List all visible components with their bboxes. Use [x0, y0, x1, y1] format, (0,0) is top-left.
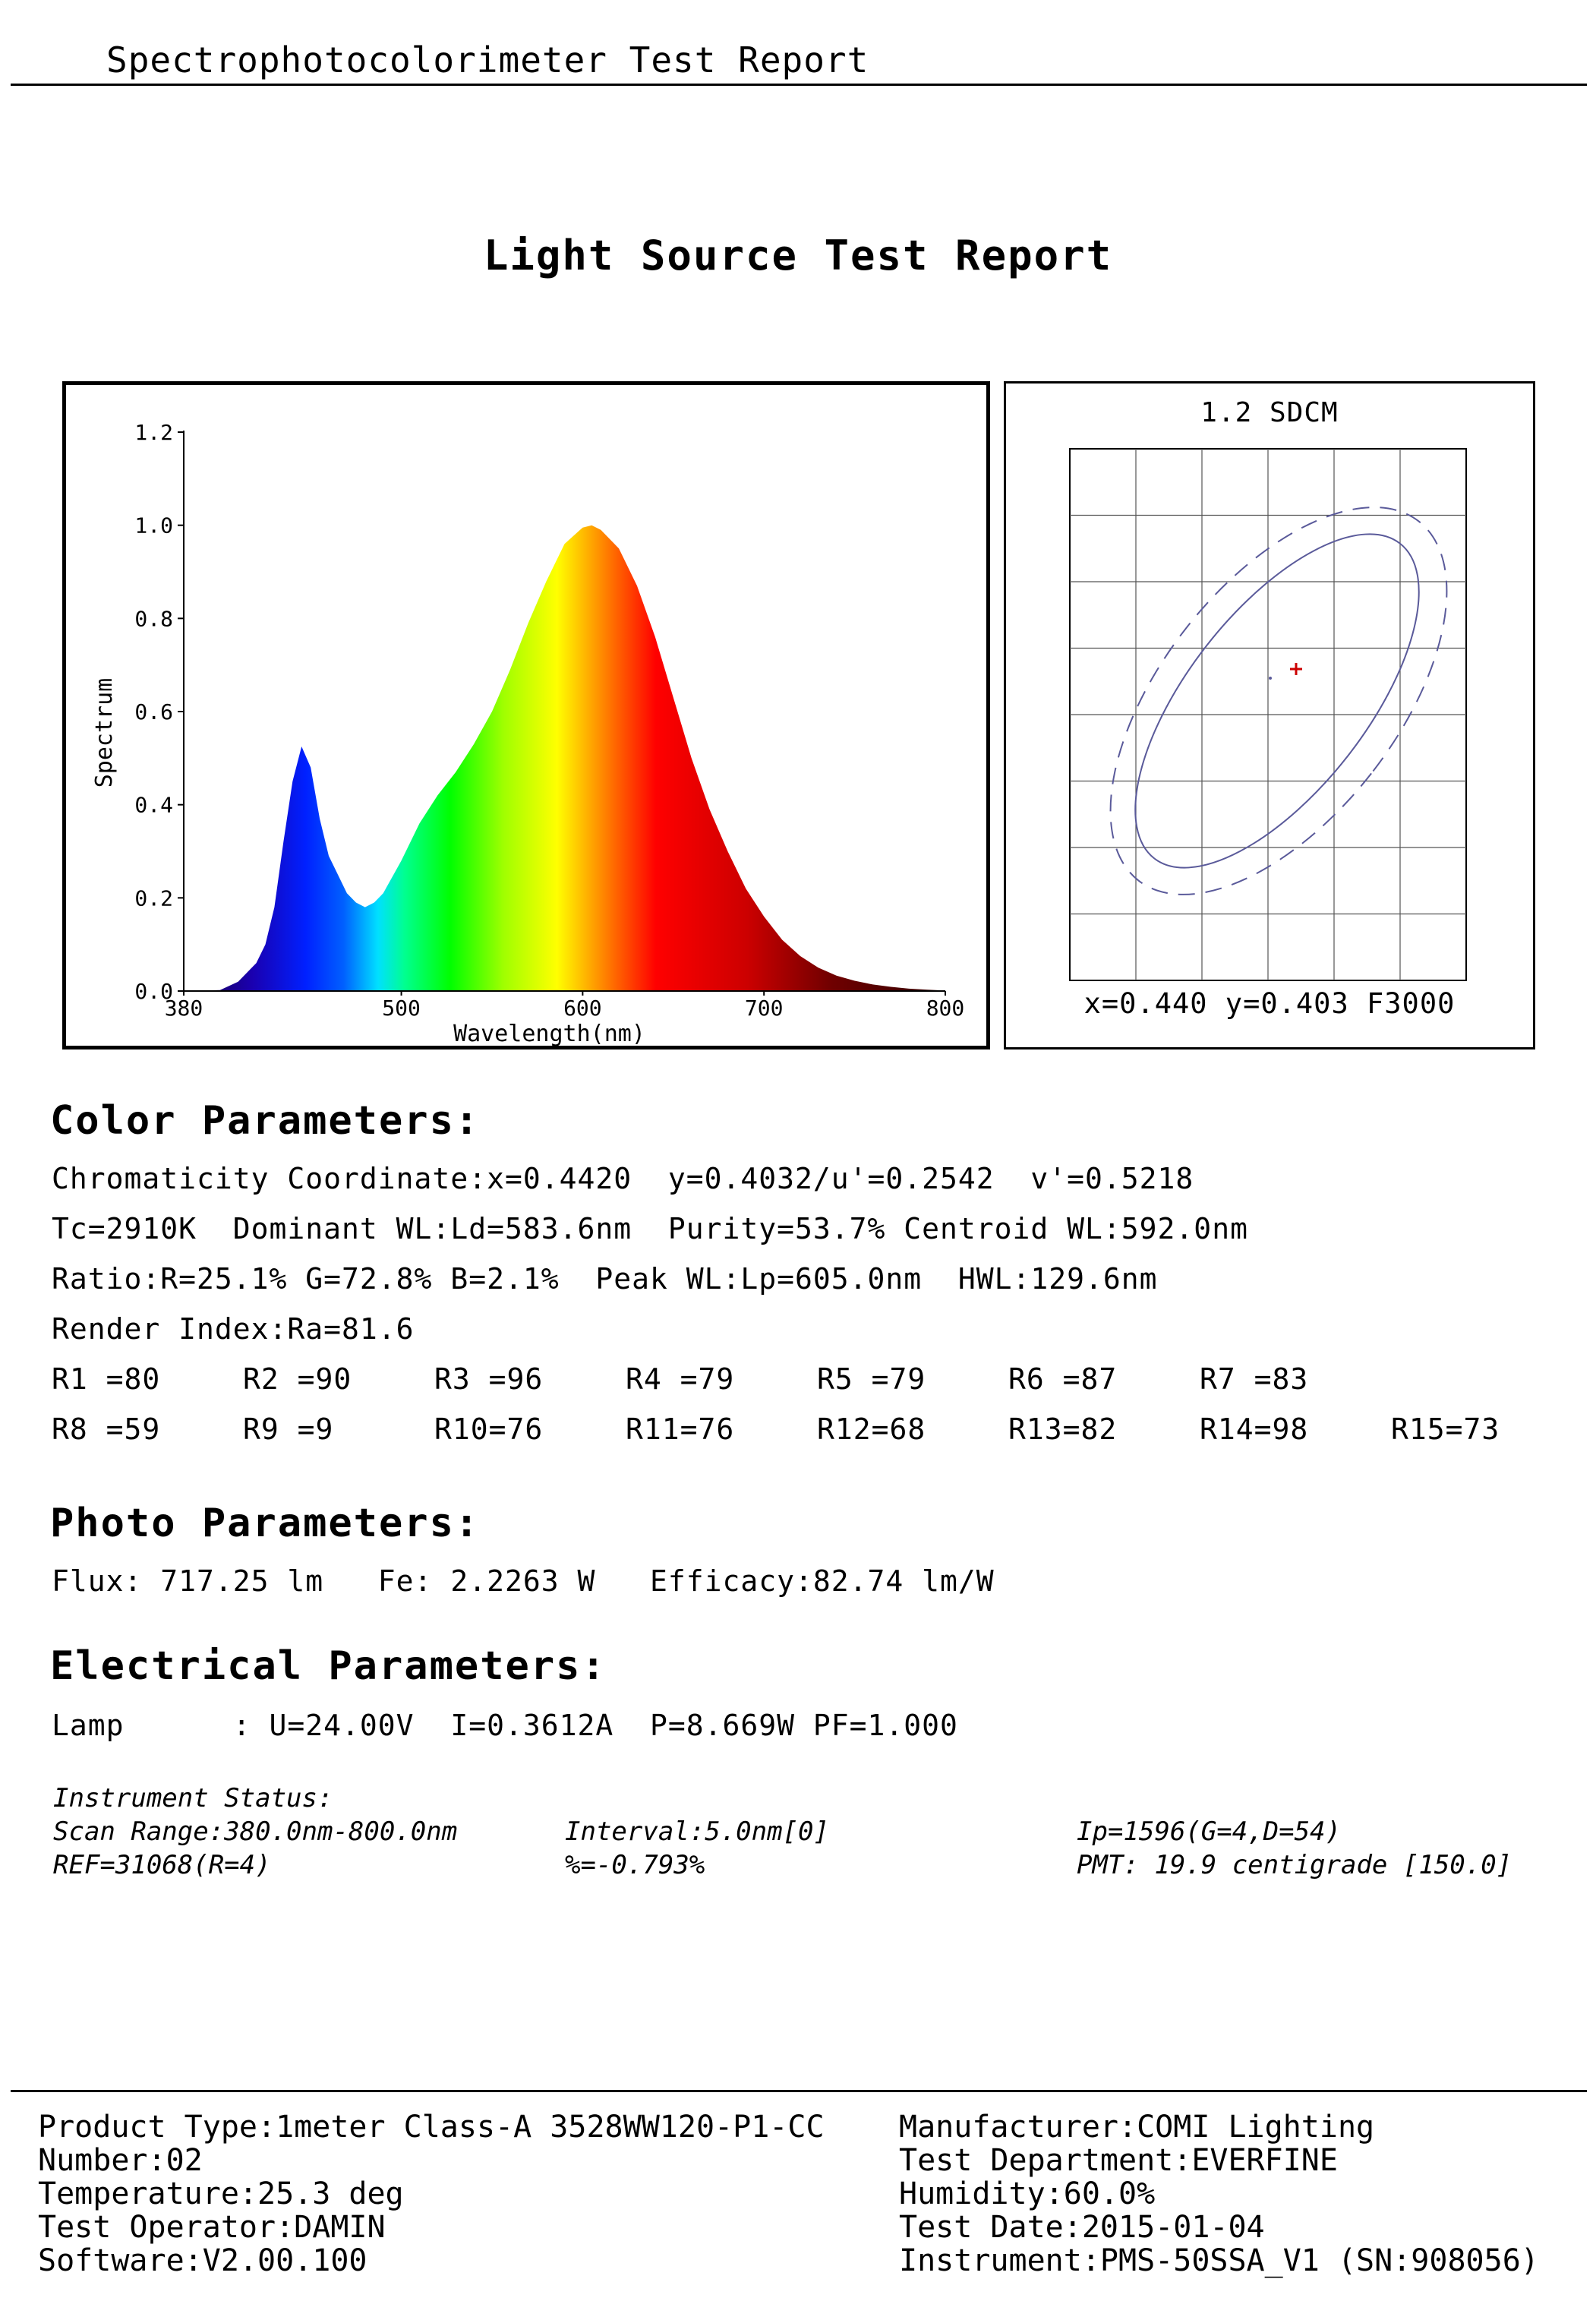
photo-parameters-title: Photo Parameters: — [50, 1501, 481, 1546]
x-tick-label: 700 — [745, 996, 784, 1021]
instrument-status-title: Instrument Status: — [53, 1783, 333, 1813]
y-tick-label: 0.6 — [134, 699, 173, 724]
color-parameters-title: Color Parameters: — [50, 1098, 481, 1144]
render-index-r11: R11=76 — [626, 1412, 735, 1446]
x-tick-label: 600 — [563, 996, 602, 1021]
instrument: Instrument:PMS-50SSA_V1 (SN:908056) — [899, 2243, 1539, 2278]
product-type: Product Type:1meter Class-A 3528WW120-P1… — [38, 2110, 825, 2145]
x-axis-label: Wavelength(nm) — [453, 1021, 645, 1046]
y-axis-label: Spectrum — [91, 678, 118, 788]
render-index-r6: R6 =87 — [1008, 1362, 1118, 1396]
scan-range: Scan Range:380.0nm-800.0nm — [53, 1816, 458, 1847]
chromaticity-line: Chromaticity Coordinate:x=0.4420 y=0.403… — [52, 1162, 1194, 1195]
manufacturer: Manufacturer:COMI Lighting — [899, 2110, 1375, 2145]
sdcm-title: 1.2 SDCM — [1200, 397, 1339, 428]
render-index-r5: R5 =79 — [817, 1362, 926, 1396]
sdcm-chart — [1069, 448, 1467, 981]
interval: Interval:5.0nm[0] — [565, 1816, 829, 1847]
ip-value: Ip=1596(G=4,D=54) — [1077, 1816, 1341, 1847]
footer-divider — [11, 2090, 1587, 2092]
render-index-r12: R12=68 — [817, 1412, 926, 1446]
y-tick-label: 1.2 — [134, 420, 173, 445]
y-tick-label: 0.8 — [134, 606, 173, 631]
y-tick-label: 1.0 — [134, 513, 173, 538]
render-index-r8: R8 =59 — [52, 1412, 161, 1446]
test-date: Test Date:2015-01-04 — [899, 2210, 1265, 2245]
spectrum-chart: 0.0 0.2 0.4 0.6 0.8 1.0 1.2 380 500 600 700 800 Wave… — [91, 420, 965, 1046]
render-index-r14: R14=98 — [1200, 1412, 1309, 1446]
test-department: Test Department:EVERFINE — [899, 2143, 1338, 2178]
x-tick-label: 500 — [382, 996, 421, 1021]
electrical-parameters-title: Electrical Parameters: — [50, 1643, 607, 1689]
sdcm-point-label: x=0.440 y=0.403 F3000 — [1083, 987, 1456, 1020]
sdcm-outer-ellipse — [1109, 507, 1448, 895]
x-tick-label: 380 — [165, 996, 203, 1021]
spectrum-chart-panel: 0.0 0.2 0.4 0.6 0.8 1.0 1.2 380 500 600 700 800 Wave… — [62, 381, 990, 1049]
electrical-parameters-line: Lamp : U=24.00V I=0.3612A P=8.669W PF=1.… — [52, 1709, 958, 1742]
ratio-line: Ratio:R=25.1% G=72.8% B=2.1% Peak WL:Lp=… — [52, 1262, 1158, 1296]
photo-parameters-line: Flux: 717.25 lm Fe: 2.2263 W Efficacy:82… — [52, 1564, 995, 1598]
spectrum-area — [184, 525, 945, 991]
y-tick-label: 0.0 — [134, 979, 173, 1004]
render-index-r9: R9 =9 — [243, 1412, 334, 1446]
render-index-r2: R2 =90 — [243, 1362, 352, 1396]
render-index-r1: R1 =80 — [52, 1362, 161, 1396]
temperature: Temperature:25.3 deg — [38, 2176, 404, 2211]
render-index-r3: R3 =96 — [434, 1362, 544, 1396]
pmt-value: PMT: 19.9 centigrade [150.0] — [1077, 1850, 1512, 1880]
sdcm-center-point — [1269, 677, 1272, 680]
render-index-r13: R13=82 — [1008, 1412, 1118, 1446]
report-title: Light Source Test Report — [483, 232, 1113, 279]
humidity: Humidity:60.0% — [899, 2176, 1156, 2211]
render-index-r15: R15=73 — [1391, 1412, 1500, 1446]
render-index-r10: R10=76 — [434, 1412, 544, 1446]
number: Number:02 — [38, 2143, 203, 2178]
render-index-line: Render Index:Ra=81.6 — [52, 1312, 415, 1346]
header-title: Spectrophotocolorimeter Test Report — [106, 39, 869, 80]
header-divider — [11, 84, 1587, 86]
ref-value: REF=31068(R=4) — [53, 1850, 271, 1880]
percent-value: %=-0.793% — [565, 1850, 705, 1880]
sdcm-inner-ellipse — [1134, 533, 1420, 869]
sdcm-chart-panel: 1.2 SDCM x=0.440 y=0.403 F3000 — [1004, 381, 1535, 1049]
render-index-r7: R7 =83 — [1200, 1362, 1309, 1396]
test-operator: Test Operator:DAMIN — [38, 2210, 386, 2245]
render-index-r4: R4 =79 — [626, 1362, 735, 1396]
x-tick-label: 800 — [926, 996, 965, 1021]
y-tick-label: 0.2 — [134, 885, 173, 911]
y-tick-label: 0.4 — [134, 793, 173, 818]
color-temperature-line: Tc=2910K Dominant WL:Ld=583.6nm Purity=5… — [52, 1212, 1248, 1245]
software: Software:V2.00.100 — [38, 2243, 367, 2278]
